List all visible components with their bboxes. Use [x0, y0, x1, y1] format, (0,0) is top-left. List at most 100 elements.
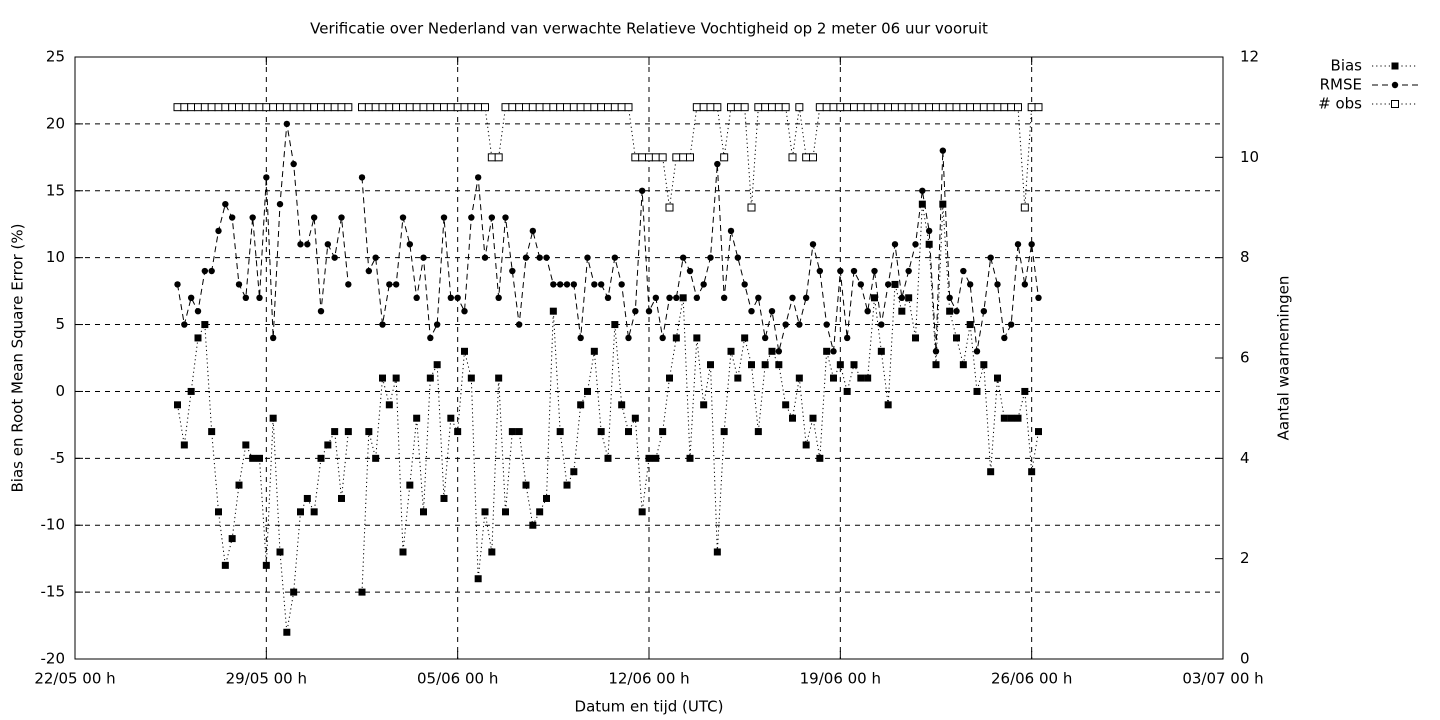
data-point [707, 254, 714, 261]
data-point [269, 334, 277, 342]
data-point [290, 160, 297, 168]
data-point [706, 103, 715, 112]
data-point [584, 254, 591, 261]
data-point [262, 561, 270, 569]
data-point [194, 307, 202, 315]
data-point [651, 153, 660, 162]
data-point [809, 241, 817, 248]
data-point [515, 103, 524, 112]
data-point [857, 374, 865, 382]
data-point [344, 428, 352, 436]
data-point [727, 347, 735, 355]
data-point [584, 387, 591, 395]
data-point [481, 254, 489, 261]
data-point [953, 307, 960, 315]
data-point [837, 267, 844, 275]
data-point [495, 294, 502, 301]
data-point [953, 334, 960, 342]
data-point [727, 103, 735, 112]
data-point [570, 468, 578, 476]
data-point [604, 454, 612, 462]
data-point [433, 361, 441, 369]
data-point [419, 103, 428, 112]
data-point [372, 454, 380, 462]
data-point [379, 321, 386, 328]
data-point [488, 548, 496, 556]
data-point [297, 508, 304, 516]
data-point [645, 454, 653, 462]
data-point [174, 281, 181, 288]
data-point [768, 347, 776, 355]
data-point [686, 267, 694, 275]
data-point [959, 103, 968, 112]
data-point [946, 307, 954, 315]
data-point [932, 348, 940, 355]
data-point [665, 203, 674, 212]
data-point [987, 254, 994, 261]
data-point [707, 361, 714, 369]
data-point [556, 103, 565, 112]
data-point [699, 103, 708, 112]
data-point [679, 294, 687, 302]
data-point [303, 103, 312, 112]
data-point [741, 281, 748, 288]
data-point [973, 103, 981, 112]
data-point [781, 103, 790, 112]
data-point [775, 348, 783, 355]
data-point [255, 103, 264, 112]
data-point [617, 103, 626, 112]
data-point [796, 321, 803, 328]
x-tick-label: 19/06 00 h [800, 670, 881, 688]
data-point [317, 454, 325, 462]
data-point [856, 103, 865, 112]
data-point [242, 294, 250, 301]
data-point [782, 321, 789, 328]
data-point [297, 241, 304, 248]
data-point [597, 281, 605, 288]
data-point [338, 494, 345, 502]
data-point [823, 321, 830, 328]
data-point [939, 200, 947, 208]
data-point [317, 307, 325, 315]
data-point [467, 374, 475, 382]
data-point [912, 241, 919, 248]
data-point [576, 103, 585, 112]
y-tick-label: -20 [41, 650, 66, 668]
data-point [569, 103, 578, 112]
data-point [522, 103, 530, 112]
data-point [720, 428, 728, 436]
data-point [386, 281, 393, 288]
data-point [815, 103, 824, 112]
series [174, 120, 1042, 355]
legend-marker [1391, 81, 1399, 89]
data-point [1007, 321, 1015, 328]
data-point [1000, 103, 1009, 112]
data-point [228, 214, 236, 221]
data-point [1007, 103, 1016, 112]
data-point [502, 214, 509, 221]
data-point [365, 267, 373, 275]
y-tick-label: 25 [46, 48, 65, 66]
data-point [364, 103, 373, 112]
y-axis-label: Bias en Root Mean Square Error (%) [9, 224, 27, 493]
data-point [733, 103, 742, 112]
data-point [296, 103, 305, 112]
data-point [741, 334, 749, 342]
data-point [597, 103, 606, 112]
data-point [734, 254, 742, 261]
data-point [433, 103, 442, 112]
data-point [850, 361, 858, 369]
data-point [966, 321, 974, 329]
data-point [563, 281, 571, 288]
data-point [379, 374, 386, 382]
data-point [221, 103, 230, 112]
data-point [276, 200, 284, 208]
data-point [1035, 428, 1042, 436]
data-point [761, 103, 770, 112]
data-point [331, 254, 338, 261]
data-point [453, 103, 462, 112]
y-tick-label: 20 [46, 114, 65, 132]
data-point [433, 321, 441, 328]
data-point [836, 361, 844, 369]
data-point [638, 153, 647, 162]
